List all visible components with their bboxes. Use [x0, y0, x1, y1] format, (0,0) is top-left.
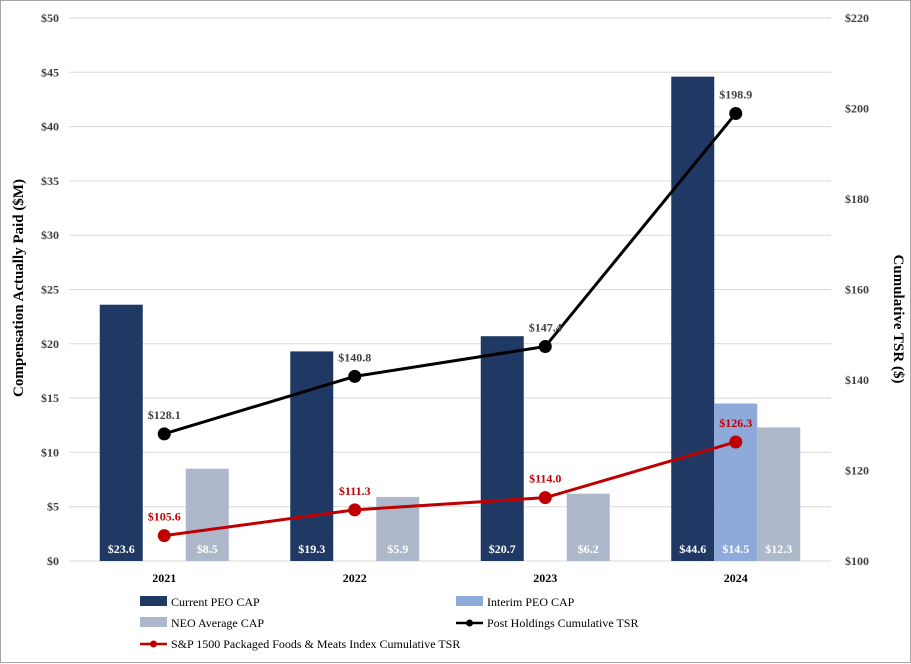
left-tick-label: $50: [41, 11, 59, 25]
line-marker: [538, 340, 552, 354]
bar-data-label: $14.5: [722, 542, 749, 556]
left-tick-label: $45: [41, 65, 59, 79]
category-label: 2021: [152, 571, 176, 585]
legend-label-sp1500: S&P 1500 Packaged Foods & Meats Index Cu…: [171, 637, 460, 651]
legend-label-interim-peo: Interim PEO CAP: [487, 595, 575, 609]
legend-swatch-neo-average: [140, 617, 167, 627]
bar-current-peo-cap: [480, 336, 524, 561]
line-marker: [157, 529, 171, 543]
line-data-label: $147.4: [529, 321, 562, 335]
right-tick-label: $200: [845, 102, 869, 116]
bars: $23.6 $19.3 $20.7 $44.6 $14.5$8.5 $5.9 $6.2 $12…: [99, 76, 801, 562]
lines: $128.1 $140.8 $147.4 $198.9 $105.6 $111.3 $114…: [148, 87, 752, 543]
left-tick-label: $25: [41, 283, 59, 297]
right-tick-label: $120: [845, 464, 869, 478]
left-tick-label: $5: [47, 500, 59, 514]
right-tick-label: $220: [845, 11, 869, 25]
left-axis-ticks: $0 $5 $10 $15 $20 $25 $30 $35 $40 $45 $50: [41, 11, 59, 568]
right-tick-label: $160: [845, 283, 869, 297]
legend-marker-post-holdings: [466, 619, 473, 627]
line-post-holdings-cumulative-tsr: [163, 112, 737, 436]
legend-label-current-peo: Current PEO CAP: [171, 595, 260, 609]
legend-label-post-holdings: Post Holdings Cumulative TSR: [487, 616, 638, 630]
left-tick-label: $35: [41, 174, 59, 188]
left-tick-label: $40: [41, 120, 59, 134]
bar-neo-average-cap: [757, 427, 801, 561]
line-data-label: $105.6: [148, 510, 181, 524]
bar-current-peo-cap: [290, 351, 334, 561]
right-axis-ticks: $100 $120 $140 $160 $180 $200 $220: [845, 11, 869, 568]
bar-neo-average-cap: [566, 493, 610, 561]
left-tick-label: $10: [41, 445, 59, 459]
line-marker: [348, 369, 362, 383]
legend: Current PEO CAP Interim PEO CAP NEO Aver…: [140, 595, 638, 651]
bar-current-peo-cap: [99, 304, 143, 561]
category-label: 2024: [724, 571, 748, 585]
line-data-label: $198.9: [719, 87, 752, 101]
x-axis-categories: 2021 2022 2023 2024: [152, 571, 748, 585]
line-data-label: $111.3: [339, 484, 371, 498]
line-s-p-1500-packaged-foods-meats-index-cumulative-tsr: [164, 440, 737, 538]
left-tick-label: $20: [41, 337, 59, 351]
bar-data-label: $19.3: [298, 542, 325, 556]
line-marker: [157, 427, 171, 441]
bar-data-label: $23.6: [108, 542, 135, 556]
line-data-label: $114.0: [529, 472, 561, 486]
left-axis-title: Compensation Actually Paid ($M): [11, 179, 27, 397]
bar-data-label: $20.7: [489, 542, 516, 556]
line-data-label: $128.1: [148, 408, 181, 422]
line-marker: [729, 435, 743, 449]
bar-data-label: $12.3: [765, 542, 792, 556]
category-label: 2023: [533, 571, 557, 585]
bar-neo-average-cap: [185, 468, 229, 561]
legend-marker-sp1500: [150, 640, 157, 648]
bar-data-label: $44.6: [679, 542, 706, 556]
bar-data-label: $8.5: [197, 542, 218, 556]
bar-data-label: $5.9: [387, 542, 408, 556]
legend-swatch-interim-peo: [456, 596, 483, 606]
left-tick-label: $30: [41, 228, 59, 242]
right-tick-label: $140: [845, 373, 869, 387]
category-label: 2022: [343, 571, 367, 585]
line-marker: [538, 491, 552, 505]
legend-swatch-current-peo: [140, 596, 167, 606]
right-tick-label: $100: [845, 554, 869, 568]
left-tick-label: $15: [41, 391, 59, 405]
bar-current-peo-cap: [671, 76, 715, 562]
left-tick-label: $0: [47, 554, 59, 568]
line-data-label: $126.3: [719, 416, 752, 430]
bar-data-label: $6.2: [578, 542, 599, 556]
right-axis-title: Cumulative TSR ($): [890, 255, 906, 384]
legend-label-neo-average: NEO Average CAP: [171, 616, 264, 630]
line-marker: [729, 106, 743, 120]
bar-interim-peo-cap: [714, 403, 758, 561]
line-marker: [348, 503, 362, 517]
line-data-label: $140.8: [338, 350, 371, 364]
right-tick-label: $180: [845, 192, 869, 206]
